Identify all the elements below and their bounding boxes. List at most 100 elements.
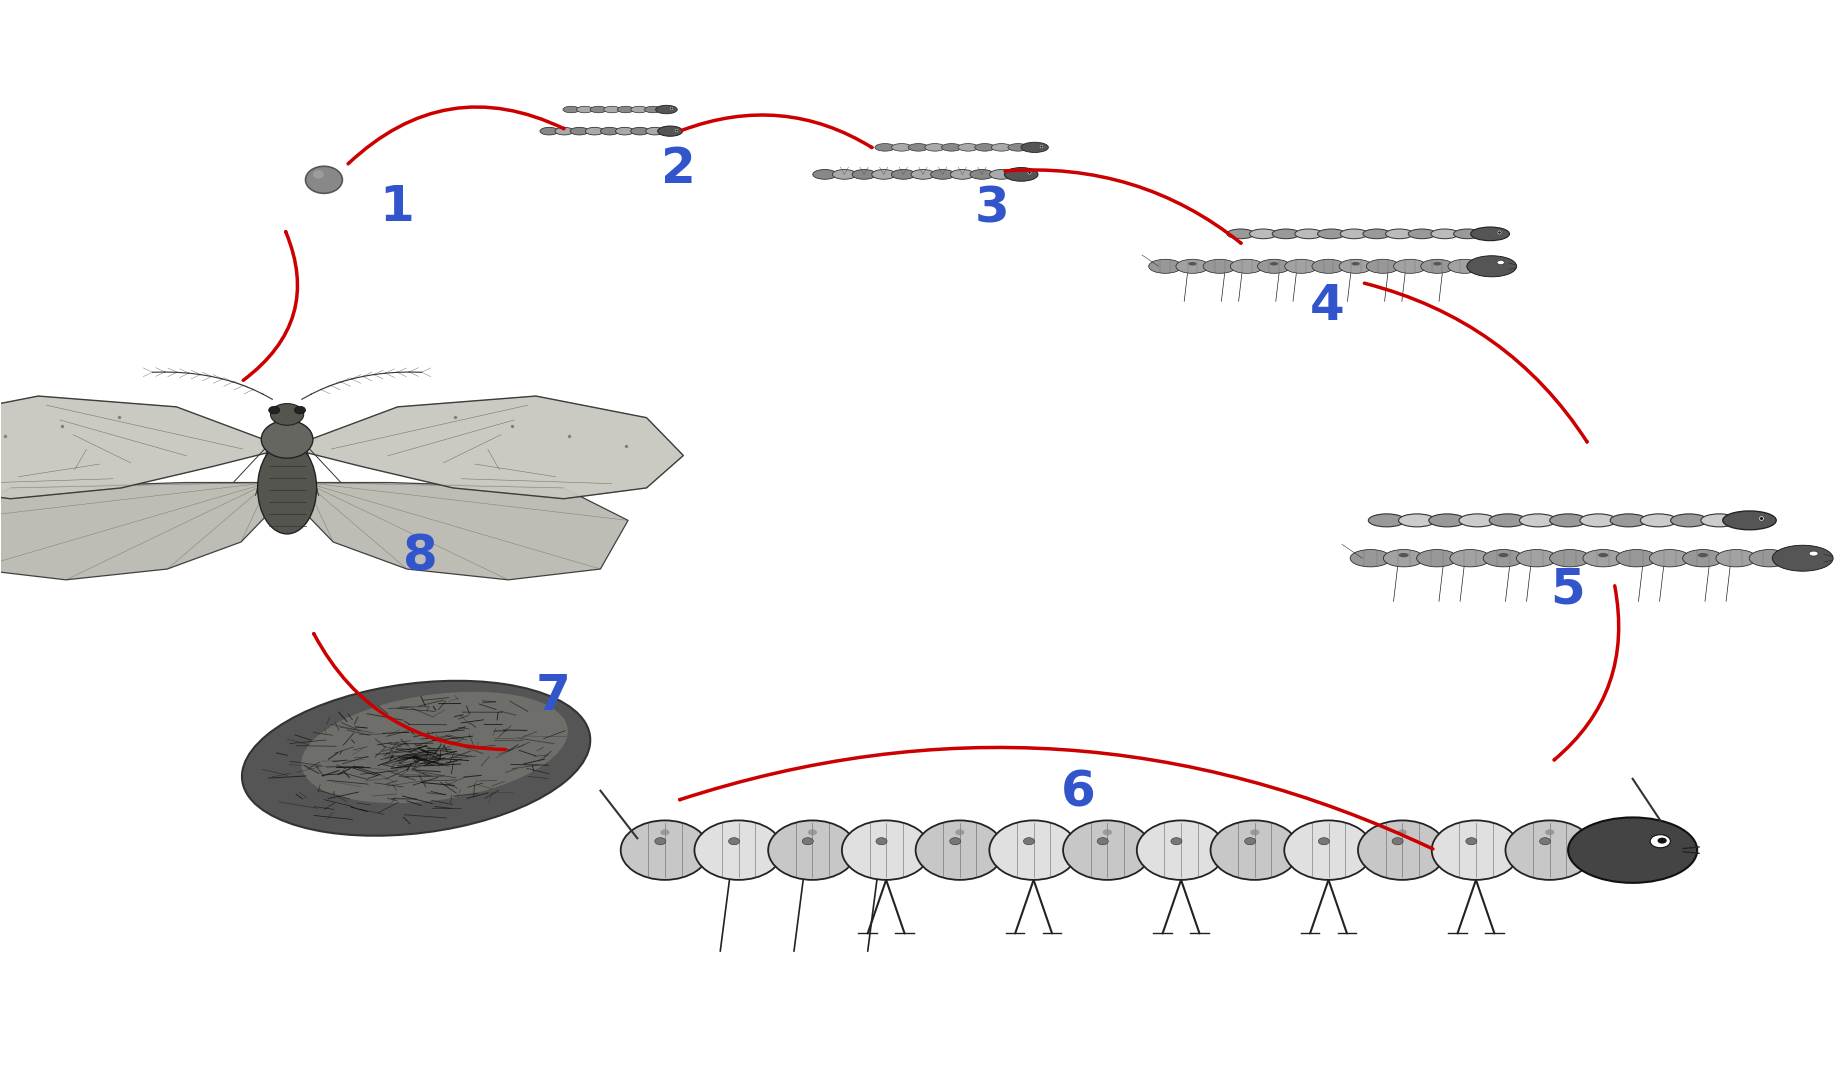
- Ellipse shape: [1641, 514, 1678, 527]
- Ellipse shape: [1397, 829, 1407, 836]
- Ellipse shape: [1421, 259, 1455, 273]
- Ellipse shape: [312, 170, 323, 179]
- Text: 3: 3: [975, 185, 1010, 233]
- Ellipse shape: [1250, 829, 1259, 836]
- Ellipse shape: [1772, 545, 1833, 571]
- Ellipse shape: [1540, 838, 1551, 844]
- Ellipse shape: [1211, 821, 1300, 880]
- Ellipse shape: [1399, 514, 1436, 527]
- Ellipse shape: [930, 169, 954, 179]
- Ellipse shape: [1272, 229, 1300, 238]
- Ellipse shape: [1650, 835, 1671, 848]
- Ellipse shape: [892, 143, 912, 151]
- Ellipse shape: [803, 838, 814, 844]
- Ellipse shape: [631, 127, 650, 134]
- Ellipse shape: [1700, 514, 1737, 527]
- Ellipse shape: [657, 126, 683, 137]
- Ellipse shape: [958, 143, 978, 151]
- Ellipse shape: [644, 106, 661, 113]
- Ellipse shape: [620, 821, 709, 880]
- Ellipse shape: [954, 829, 964, 836]
- Ellipse shape: [1466, 838, 1477, 844]
- Polygon shape: [0, 482, 273, 580]
- Ellipse shape: [1516, 550, 1556, 567]
- Ellipse shape: [1137, 821, 1226, 880]
- Ellipse shape: [1429, 514, 1466, 527]
- Ellipse shape: [833, 169, 857, 179]
- Ellipse shape: [1519, 514, 1556, 527]
- Ellipse shape: [1204, 259, 1237, 273]
- Ellipse shape: [1750, 550, 1791, 567]
- Ellipse shape: [1392, 838, 1403, 844]
- Text: 7: 7: [535, 671, 570, 720]
- Ellipse shape: [842, 821, 930, 880]
- Ellipse shape: [655, 838, 666, 844]
- Ellipse shape: [262, 421, 312, 459]
- Ellipse shape: [1063, 821, 1152, 880]
- Ellipse shape: [812, 169, 836, 179]
- Ellipse shape: [1549, 550, 1589, 567]
- Ellipse shape: [604, 106, 620, 113]
- Ellipse shape: [600, 127, 618, 134]
- Ellipse shape: [1582, 550, 1623, 567]
- Ellipse shape: [1351, 262, 1361, 266]
- Ellipse shape: [969, 169, 993, 179]
- Ellipse shape: [1340, 229, 1368, 238]
- Ellipse shape: [301, 692, 569, 803]
- Ellipse shape: [661, 829, 670, 836]
- Ellipse shape: [1250, 229, 1277, 238]
- Ellipse shape: [875, 143, 895, 151]
- Ellipse shape: [1453, 229, 1480, 238]
- Ellipse shape: [1468, 256, 1517, 276]
- Ellipse shape: [871, 169, 895, 179]
- Ellipse shape: [541, 127, 557, 134]
- Ellipse shape: [1458, 514, 1495, 527]
- Ellipse shape: [591, 106, 607, 113]
- Ellipse shape: [1359, 821, 1447, 880]
- Ellipse shape: [1567, 817, 1696, 882]
- Ellipse shape: [1698, 553, 1708, 557]
- Ellipse shape: [1362, 229, 1390, 238]
- Text: 2: 2: [661, 145, 696, 193]
- Polygon shape: [303, 482, 628, 580]
- Ellipse shape: [925, 143, 945, 151]
- Ellipse shape: [951, 169, 975, 179]
- Ellipse shape: [1432, 262, 1442, 266]
- Polygon shape: [0, 396, 279, 499]
- Ellipse shape: [1008, 143, 1028, 151]
- Ellipse shape: [1447, 259, 1480, 273]
- Ellipse shape: [258, 442, 316, 534]
- Ellipse shape: [1684, 550, 1722, 567]
- Ellipse shape: [1497, 260, 1504, 264]
- Ellipse shape: [1228, 229, 1255, 238]
- Ellipse shape: [1366, 259, 1399, 273]
- Ellipse shape: [1004, 168, 1037, 181]
- Ellipse shape: [270, 406, 281, 414]
- Ellipse shape: [1349, 550, 1390, 567]
- Ellipse shape: [1408, 229, 1436, 238]
- Ellipse shape: [1650, 550, 1689, 567]
- Ellipse shape: [1545, 829, 1554, 836]
- Ellipse shape: [1176, 259, 1209, 273]
- Ellipse shape: [1809, 551, 1818, 556]
- Ellipse shape: [655, 105, 677, 114]
- Ellipse shape: [1599, 553, 1608, 557]
- Text: 5: 5: [1549, 566, 1584, 614]
- Ellipse shape: [1416, 550, 1456, 567]
- Ellipse shape: [1399, 553, 1408, 557]
- Ellipse shape: [1499, 553, 1508, 557]
- Ellipse shape: [1257, 259, 1290, 273]
- Ellipse shape: [877, 838, 888, 844]
- Ellipse shape: [1549, 514, 1586, 527]
- Ellipse shape: [631, 106, 648, 113]
- Ellipse shape: [617, 106, 633, 113]
- Ellipse shape: [949, 838, 960, 844]
- Ellipse shape: [1449, 550, 1490, 567]
- Ellipse shape: [989, 169, 1013, 179]
- Ellipse shape: [271, 403, 305, 425]
- Ellipse shape: [1313, 259, 1346, 273]
- Ellipse shape: [1170, 838, 1181, 844]
- Ellipse shape: [1244, 838, 1255, 844]
- Ellipse shape: [615, 127, 633, 134]
- Ellipse shape: [853, 169, 877, 179]
